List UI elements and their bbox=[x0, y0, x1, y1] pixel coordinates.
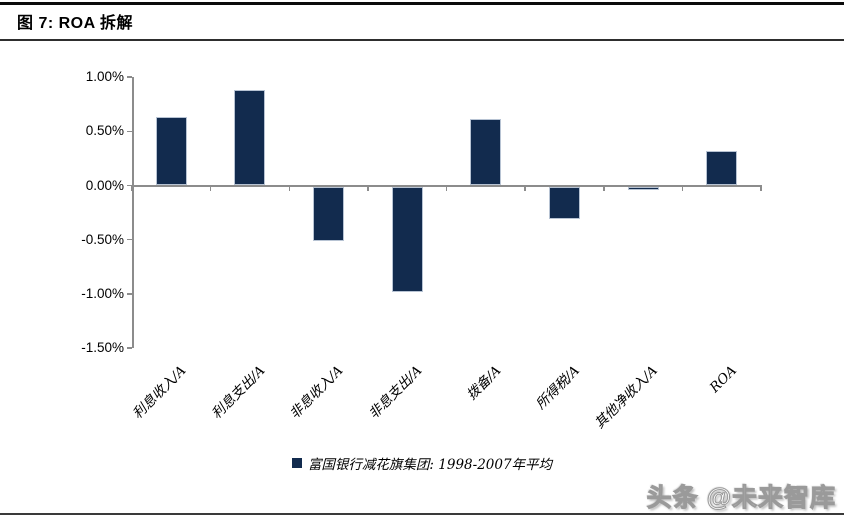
y-tick-label: -1.50% bbox=[81, 340, 124, 356]
y-tick bbox=[127, 238, 132, 241]
x-category-label: 非息支出/A bbox=[365, 362, 426, 423]
bar-7 bbox=[706, 150, 738, 186]
x-tick bbox=[209, 185, 212, 191]
x-category-label: 利息支出/A bbox=[208, 362, 268, 423]
y-tick bbox=[127, 76, 132, 78]
y-tick-label: -0.50% bbox=[81, 231, 124, 247]
x-category-label: ROA bbox=[706, 362, 740, 396]
page-title: 图 7: ROA 拆解 bbox=[17, 15, 134, 32]
x-category-label: 拨备/A bbox=[463, 362, 504, 404]
top-divider bbox=[0, 2, 844, 5]
x-category-label: 利息收入/A bbox=[129, 362, 190, 423]
watermark-text: 头条 @未来智库 bbox=[646, 484, 836, 513]
x-tick bbox=[367, 185, 369, 191]
bar-3 bbox=[391, 186, 423, 292]
chart-legend: 富国银行减花旗集团: 1998-2007年平均 bbox=[0, 453, 844, 473]
x-category-label: 其他净收入/A bbox=[591, 362, 662, 432]
x-tick bbox=[681, 185, 684, 191]
bar-4 bbox=[470, 119, 502, 186]
y-tick bbox=[127, 347, 132, 349]
title-divider bbox=[0, 39, 844, 41]
y-tick-label: 0.50% bbox=[85, 123, 124, 139]
legend-label: 富国银行减花旗集团: 1998-2007年平均 bbox=[307, 457, 553, 473]
y-tick-label: -1.00% bbox=[81, 285, 124, 301]
bar-1 bbox=[234, 90, 266, 186]
x-tick bbox=[131, 185, 133, 191]
x-category-label: 非息收入/A bbox=[286, 362, 347, 423]
bottom-divider bbox=[0, 513, 844, 515]
legend-swatch bbox=[291, 458, 302, 468]
bar-2 bbox=[313, 186, 345, 241]
x-tick bbox=[288, 185, 290, 191]
y-axis-line bbox=[132, 77, 134, 349]
x-tick bbox=[524, 185, 526, 191]
x-category-label: 所得税/A bbox=[532, 362, 583, 413]
x-tick bbox=[445, 185, 448, 191]
y-tick bbox=[127, 293, 132, 295]
y-tick bbox=[127, 130, 132, 133]
y-tick-label: 0.00% bbox=[85, 177, 124, 193]
y-tick bbox=[127, 184, 132, 187]
bar-5 bbox=[548, 186, 580, 220]
x-tick bbox=[760, 185, 762, 191]
x-tick bbox=[603, 185, 605, 191]
bar-6 bbox=[627, 186, 659, 190]
bar-0 bbox=[155, 117, 187, 186]
y-tick-label: 1.00% bbox=[85, 69, 124, 85]
